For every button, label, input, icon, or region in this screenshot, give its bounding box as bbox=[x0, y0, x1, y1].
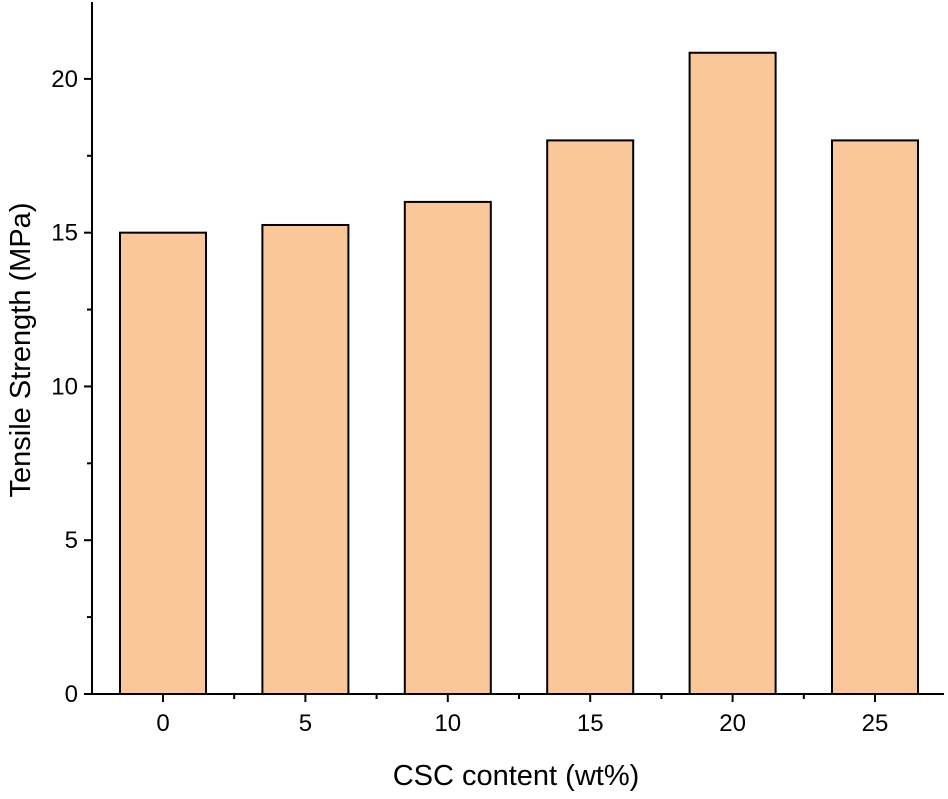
x-ticks-group: 0 5 10 15 20 25 bbox=[156, 694, 888, 737]
bar-10 bbox=[403, 200, 492, 696]
y-axis-title: Tensile Strength (MPa) bbox=[5, 203, 37, 498]
x-tick-label: 10 bbox=[434, 710, 461, 737]
y-tick-label: 0 bbox=[65, 681, 78, 708]
bar-20 bbox=[688, 51, 777, 696]
y-ticks-group: 0 5 10 15 20 bbox=[51, 66, 92, 708]
x-tick-label: 15 bbox=[577, 710, 604, 737]
y-tick-label: 20 bbox=[51, 66, 78, 93]
x-tick-label: 5 bbox=[299, 710, 312, 737]
y-tick-label: 15 bbox=[51, 220, 78, 247]
bar-5 bbox=[261, 223, 350, 695]
bar-0 bbox=[119, 231, 207, 696]
bars-group bbox=[119, 51, 919, 696]
bar-25 bbox=[831, 139, 919, 695]
x-tick-label: 20 bbox=[719, 710, 746, 737]
x-axis-title: CSC content (wt%) bbox=[393, 760, 640, 792]
x-tick-label: 0 bbox=[156, 710, 169, 737]
bar-15 bbox=[546, 139, 635, 695]
x-tick-label: 25 bbox=[862, 710, 889, 737]
y-tick-label: 10 bbox=[51, 373, 78, 400]
axes-group bbox=[91, 2, 944, 695]
y-tick-label: 5 bbox=[65, 527, 78, 554]
